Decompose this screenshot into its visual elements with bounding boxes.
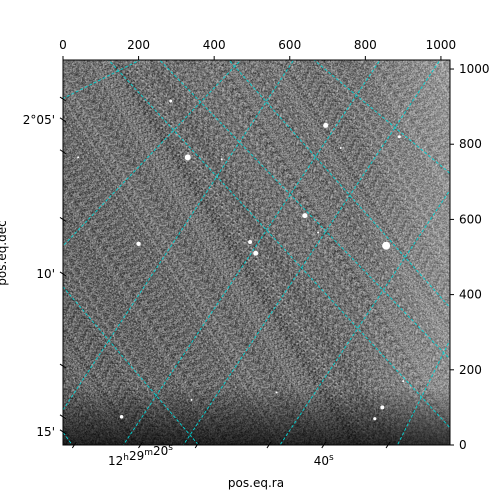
left-minor-tick xyxy=(59,149,67,155)
right-tick-label: 600 xyxy=(459,212,482,226)
grid-line xyxy=(122,60,381,445)
star xyxy=(339,146,342,149)
bottom-tick xyxy=(321,441,327,449)
top-tick-label: 600 xyxy=(278,38,301,52)
left-tick xyxy=(59,271,67,277)
right-tick-label: 200 xyxy=(459,363,482,377)
star xyxy=(190,398,193,401)
grid-line xyxy=(159,60,450,360)
grid-line xyxy=(63,60,242,247)
left-tick-label: 2°05' xyxy=(23,113,55,127)
grid-line xyxy=(228,60,450,309)
star xyxy=(402,380,405,383)
grid-line xyxy=(396,338,450,445)
grid-line xyxy=(63,60,142,100)
top-tick-label: 200 xyxy=(127,38,150,52)
star xyxy=(77,156,80,159)
axes-frame xyxy=(62,59,451,446)
star xyxy=(382,241,391,250)
star xyxy=(136,241,141,247)
bottom-tick-label: 40s xyxy=(314,453,334,468)
bottom-axis: 12h29m20s 40s xyxy=(71,441,391,468)
bottom-minor-tick xyxy=(194,441,200,449)
left-tick xyxy=(59,429,67,435)
right-tick-label: 400 xyxy=(459,288,482,302)
bottom-tick-label: 12h29m20s xyxy=(108,443,173,468)
star xyxy=(380,405,385,410)
grid-line xyxy=(313,60,450,174)
left-minor-tick xyxy=(59,96,67,102)
x-axis-label: pos.eq.ra xyxy=(228,476,284,490)
grid-line xyxy=(63,60,295,411)
star xyxy=(323,122,329,128)
right-tick-label: 0 xyxy=(459,438,467,452)
right-tick-label: 1000 xyxy=(459,62,490,76)
star-layer xyxy=(77,99,405,421)
star xyxy=(397,135,401,139)
y-axis-label: pos.eq.dec xyxy=(0,220,9,285)
star xyxy=(275,391,278,394)
grid-line xyxy=(182,60,441,445)
top-axis: 0 200 400 600 800 1000 xyxy=(59,38,456,60)
top-tick-label: 0 xyxy=(59,38,67,52)
bottom-minor-tick xyxy=(385,441,391,449)
image-area xyxy=(63,60,450,445)
grid-line xyxy=(63,286,200,445)
star xyxy=(119,415,124,419)
top-tick-label: 400 xyxy=(203,38,226,52)
left-axis: 2°05' 10' 15' xyxy=(23,96,67,439)
grid-line xyxy=(279,189,450,445)
star xyxy=(248,239,253,244)
top-tick-label: 800 xyxy=(354,38,377,52)
coordinate-grid xyxy=(63,60,450,445)
bottom-minor-tick xyxy=(71,441,77,449)
star xyxy=(184,154,191,161)
bottom-tick xyxy=(138,441,143,449)
star xyxy=(373,417,377,421)
star xyxy=(317,231,320,234)
right-axis: 0 200 400 600 800 1000 xyxy=(450,62,490,452)
left-tick-label: 10' xyxy=(36,267,55,281)
left-tick xyxy=(59,117,67,123)
star xyxy=(220,158,223,161)
bottom-minor-tick xyxy=(266,441,272,449)
left-minor-tick xyxy=(59,216,67,222)
grid-line xyxy=(107,60,450,429)
left-minor-tick xyxy=(59,414,67,420)
top-tick-label: 1000 xyxy=(426,38,457,52)
right-tick-label: 800 xyxy=(459,137,482,151)
left-minor-tick xyxy=(59,363,67,369)
star xyxy=(253,250,259,256)
star xyxy=(169,99,173,103)
star xyxy=(302,213,308,219)
left-tick-label: 15' xyxy=(36,425,55,439)
